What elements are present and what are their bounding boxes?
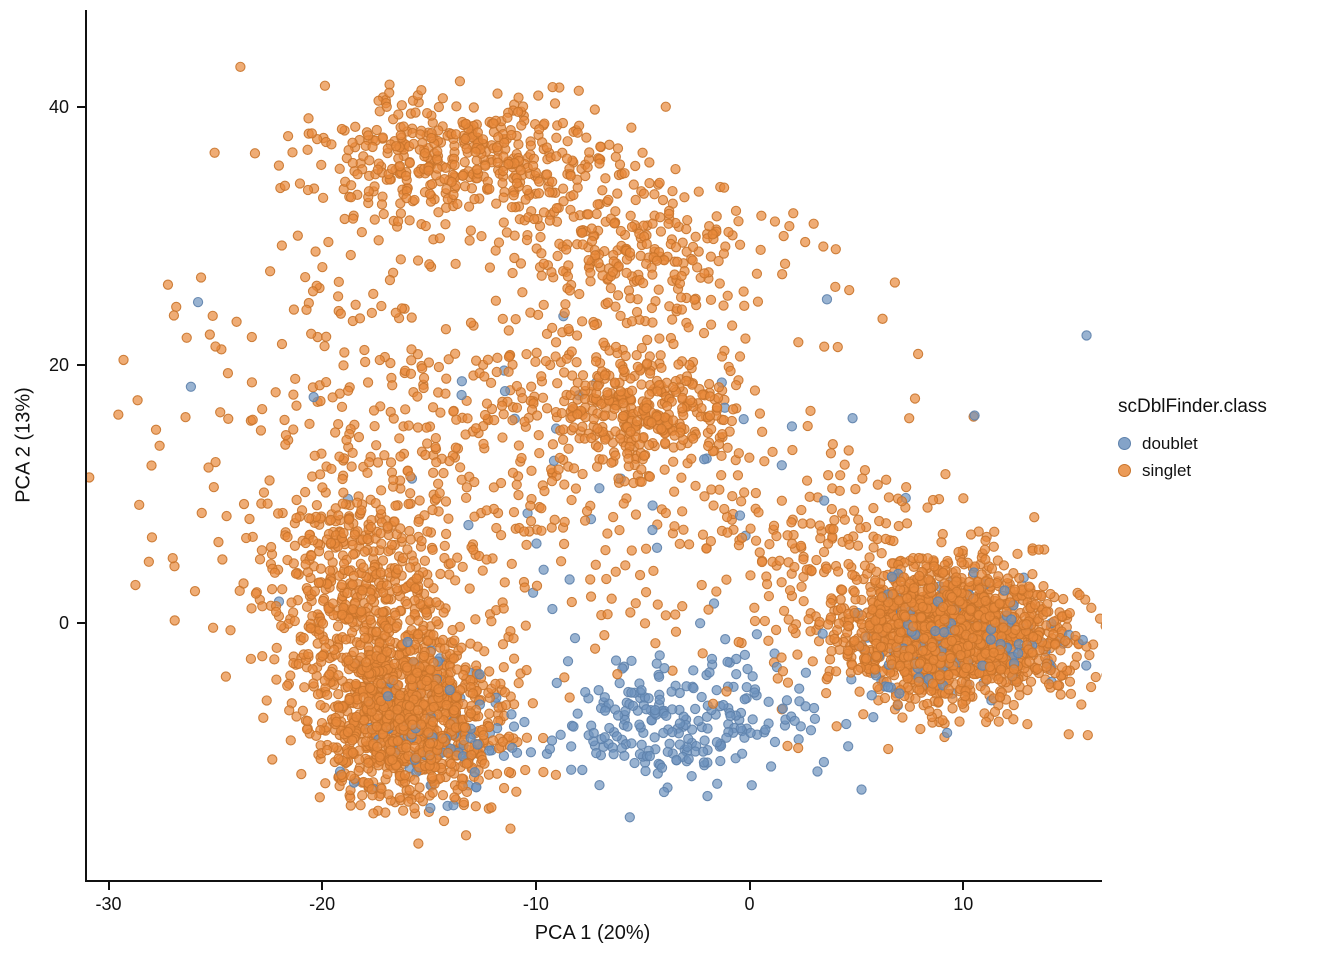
y-tick-mark <box>77 105 85 108</box>
y-axis-title: PCA 2 (13%) <box>12 387 35 503</box>
x-tick-label: -10 <box>522 894 549 914</box>
y-tick-label: 20 <box>48 354 69 375</box>
scatter-canvas <box>87 10 1102 880</box>
legend-title: scDblFinder.class <box>1118 396 1267 417</box>
legend-item-doublet: doublet <box>1118 430 1267 457</box>
y-tick-mark <box>77 622 85 625</box>
x-axis-title: PCA 1 (20%) <box>534 922 651 944</box>
x-tick-label: -30 <box>95 894 122 914</box>
plot-panel <box>85 10 1102 882</box>
legend-key-doublet-icon <box>1118 437 1131 450</box>
legend-label-doublet: doublet <box>1142 433 1198 453</box>
y-tick-label: 40 <box>48 96 69 117</box>
x-tick-mark <box>321 882 324 890</box>
x-tick-label: 0 <box>744 894 755 914</box>
x-tick-mark <box>962 882 965 890</box>
legend-key-singlet-icon <box>1118 464 1131 477</box>
legend-label-singlet: singlet <box>1142 460 1192 480</box>
x-tick-mark <box>748 882 751 890</box>
y-tick-label: 0 <box>58 613 69 634</box>
legend-item-singlet: singlet <box>1118 457 1267 484</box>
x-tick-label: 10 <box>953 894 974 914</box>
x-tick-label: -20 <box>309 894 336 914</box>
x-tick-mark <box>107 882 110 890</box>
y-tick-mark <box>77 363 85 366</box>
x-tick-mark <box>534 882 537 890</box>
legend: scDblFinder.class doublet singlet <box>1118 396 1267 484</box>
